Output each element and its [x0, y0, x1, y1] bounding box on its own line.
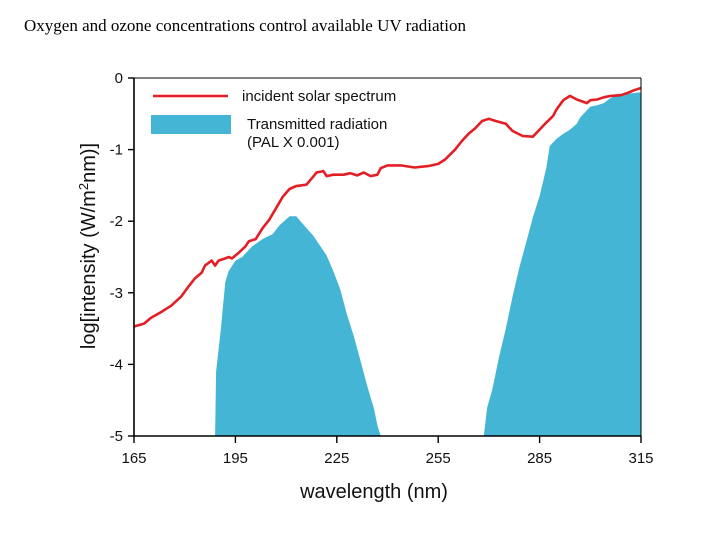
legend-label-transmitted: Transmitted radiation [247, 116, 387, 133]
y-tick-label: -1 [110, 142, 123, 159]
y-tick-label: -2 [110, 213, 123, 230]
y-axis-title-unit: nm)] [78, 143, 100, 183]
y-tick-label: -5 [110, 428, 123, 445]
y-tick-label: 0 [115, 70, 123, 87]
transmitted-radiation-series [215, 92, 641, 437]
y-axis-title-main: log[intensity (W/m [78, 190, 100, 349]
x-tick-label: 225 [324, 450, 349, 467]
y-tick-label: -4 [110, 356, 123, 373]
legend-label-transmitted-scale: (PAL X 0.001) [247, 134, 340, 151]
x-tick-label: 285 [527, 450, 552, 467]
legend-swatch-transmitted [151, 115, 231, 134]
legend-label-incident: incident solar spectrum [242, 88, 396, 105]
y-tick-label: -3 [110, 285, 123, 302]
slide-title: Oxygen and ozone concentrations control … [24, 16, 467, 35]
x-axis-ticks: 165 195 225 255 285 315 [121, 436, 654, 467]
x-tick-label: 195 [223, 450, 248, 467]
transmitted-area-2 [483, 92, 641, 437]
x-tick-label: 315 [628, 450, 653, 467]
y-axis-title-superscript: 2 [76, 183, 91, 190]
y-axis-ticks: 0 -1 -2 -3 -4 -5 [110, 70, 134, 445]
x-tick-label: 255 [426, 450, 451, 467]
y-axis-title: log[intensity (W/m2nm)] [76, 143, 100, 349]
legend: incident solar spectrum Transmitted radi… [151, 88, 396, 151]
transmitted-area-1 [215, 216, 381, 436]
x-tick-label: 165 [121, 450, 146, 467]
incident-spectrum-series [133, 86, 642, 328]
x-axis-title: wavelength (nm) [299, 481, 448, 503]
incident-spectrum-line [133, 86, 642, 328]
